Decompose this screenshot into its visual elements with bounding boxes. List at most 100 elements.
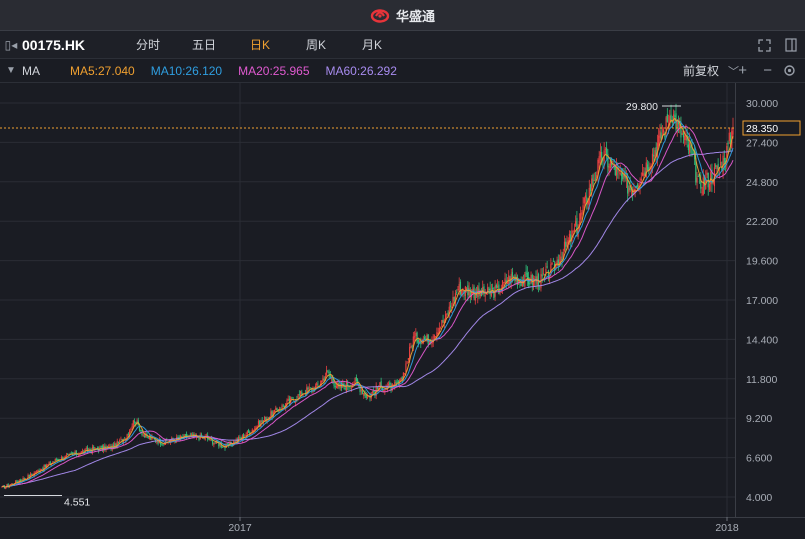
candle-body xyxy=(499,291,501,293)
candle-body xyxy=(288,398,291,403)
candle-body xyxy=(456,292,458,293)
candle-body xyxy=(720,161,722,166)
candle-body xyxy=(516,276,519,286)
fullscreen-icon[interactable] xyxy=(758,38,771,52)
ma10-line xyxy=(1,119,734,488)
candle-body xyxy=(359,386,361,393)
candle-body xyxy=(567,240,569,244)
candle-body xyxy=(312,387,314,392)
candlestick-chart[interactable]: 30.000 27.400 24.800 22.200 19.600 17.000 14.4… xyxy=(0,83,805,539)
candle-body xyxy=(55,459,58,461)
candle-body xyxy=(666,114,668,122)
candle-body xyxy=(120,438,122,440)
candle-body xyxy=(676,119,678,128)
candle-body xyxy=(436,332,438,338)
candle-body xyxy=(47,464,49,466)
tab-weekly-k[interactable]: 周K xyxy=(305,38,326,52)
candle-body xyxy=(395,381,397,383)
zoom-out-icon[interactable]: − xyxy=(763,62,772,79)
y-tick-label: 17.000 xyxy=(746,295,778,307)
candle-body xyxy=(578,221,580,229)
zoom-in-icon[interactable]: + xyxy=(738,62,747,79)
adjust-chevron-down-icon[interactable]: ﹀ xyxy=(728,65,739,78)
candle-body xyxy=(571,230,573,242)
candle-body xyxy=(57,459,59,461)
candle-body xyxy=(275,407,277,411)
ma10-value: MA10:26.120 xyxy=(150,63,223,78)
candle-body xyxy=(365,395,367,398)
candle-body xyxy=(715,165,717,167)
candle-body xyxy=(264,416,266,421)
candle-body xyxy=(189,434,191,436)
candle-body xyxy=(495,284,497,288)
candle-body xyxy=(546,266,548,268)
candle-body xyxy=(306,387,308,395)
candle-body xyxy=(498,284,500,294)
candle-body xyxy=(218,443,220,447)
candle-body xyxy=(334,385,336,387)
candle-body xyxy=(231,444,234,445)
candle-body xyxy=(526,272,528,280)
tab-monthly-k[interactable]: 月K xyxy=(361,38,382,52)
candle-body xyxy=(545,268,547,274)
candle-body xyxy=(11,483,13,485)
candle-body xyxy=(706,172,708,175)
candle-body xyxy=(37,470,39,472)
candle-body xyxy=(686,134,688,142)
candle-body xyxy=(604,148,606,150)
candle-body xyxy=(236,440,239,442)
candle-body xyxy=(208,438,210,440)
candle-body xyxy=(389,382,391,385)
settings-icon[interactable] xyxy=(783,64,796,77)
candle-body xyxy=(86,447,89,452)
candle-body xyxy=(681,133,683,135)
candle-body xyxy=(147,435,149,439)
candle-body xyxy=(225,443,227,448)
candle-body xyxy=(234,441,236,444)
candle-body xyxy=(690,145,692,148)
candle-body xyxy=(551,262,553,265)
app-title: 华盛通 xyxy=(395,8,435,24)
candle-body xyxy=(209,437,211,441)
candle-body xyxy=(130,428,132,430)
tab-daily-k[interactable]: 日K xyxy=(249,38,270,52)
candle-body xyxy=(420,342,422,344)
candle-body xyxy=(322,378,324,381)
candle-body xyxy=(109,445,111,447)
candle-body xyxy=(75,451,77,455)
candle-body xyxy=(561,258,563,261)
chevron-down-icon[interactable]: ▼ xyxy=(6,65,16,76)
tab-intraday[interactable]: 分时 xyxy=(135,38,160,52)
candle-body xyxy=(646,164,649,171)
candle-body xyxy=(612,161,614,163)
collapse-panel-icon[interactable]: ▯◂ xyxy=(4,37,18,52)
candle-body xyxy=(435,336,437,338)
tab-five-day[interactable]: 五日 xyxy=(191,38,216,52)
candle-body xyxy=(412,336,414,347)
side-panel-icon[interactable] xyxy=(785,38,797,52)
candle-body xyxy=(67,454,69,455)
candle-body xyxy=(542,273,545,275)
candle-body xyxy=(330,378,333,380)
ma-indicator-bar: ▼ MA MA5:27.040 MA10:26.120 MA20:25.965 … xyxy=(0,59,805,83)
candle-body xyxy=(712,182,714,184)
candle-body xyxy=(54,459,56,462)
candle-body xyxy=(648,167,650,171)
candle-body xyxy=(213,442,215,445)
candle-body xyxy=(556,260,558,263)
candle-body xyxy=(212,440,214,444)
candle-body xyxy=(116,441,118,448)
candle-body xyxy=(643,173,645,176)
candle-body xyxy=(726,146,728,161)
price-adjust-select[interactable]: 前复权 xyxy=(682,64,719,78)
candle-body xyxy=(618,169,620,173)
candle-body xyxy=(620,173,623,177)
candle-body xyxy=(186,433,188,438)
candle-body xyxy=(547,270,549,279)
candle-body xyxy=(437,333,439,334)
candle-body xyxy=(348,386,350,388)
candle-body xyxy=(438,327,440,334)
candle-body xyxy=(356,379,359,385)
candle-body xyxy=(100,446,102,448)
candle-body xyxy=(22,478,24,481)
